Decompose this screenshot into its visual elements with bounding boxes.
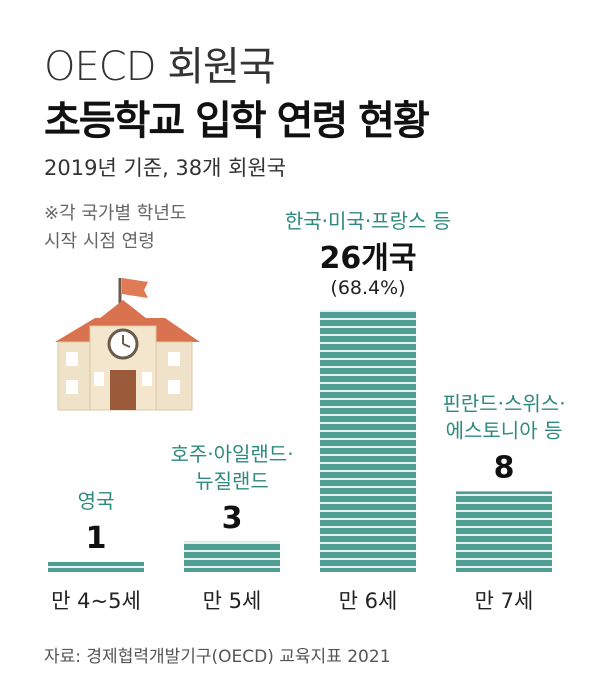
source-note: 자료: 경제협력개발기구(OECD) 교육지표 2021 (44, 647, 391, 667)
bar (456, 491, 552, 572)
note-line-1: ※각 국가별 학년도 (44, 203, 187, 224)
bar-percent-label: (68.4%) (330, 277, 405, 299)
x-tick-label: 만 6세 (339, 589, 398, 613)
bar-value-label: 3 (222, 501, 243, 536)
school-building-icon (55, 278, 200, 411)
bar-value-label: 1 (86, 521, 107, 556)
bar-country-label: 호주·아일랜드· (170, 442, 293, 466)
note-line-2: 시작 시점 연령 (44, 231, 155, 252)
x-tick-label: 만 4~5세 (51, 589, 141, 613)
subtitle: 2019년 기준, 38개 회원국 (44, 156, 287, 180)
x-tick-label: 만 5세 (203, 589, 262, 613)
note: ※각 국가별 학년도 시작 시점 연령 (44, 200, 264, 256)
bar-country-label: 핀란드·스위스· (442, 391, 565, 415)
bar-value-label: 26개국 (320, 241, 417, 276)
bar-country-label: 한국·미국·프랑스 등 (285, 209, 451, 233)
bar-value-label: 8 (494, 450, 515, 485)
bar (48, 561, 144, 572)
bar-country-label: 에스토니아 등 (446, 418, 563, 442)
title-line-1: OECD 회원국 (44, 44, 276, 90)
bar (320, 310, 416, 572)
title-line-2: 초등학교 입학 연령 현황 (44, 98, 430, 144)
x-tick-label: 만 7세 (475, 589, 534, 613)
bar (184, 541, 280, 572)
bar-country-label: 영국 (78, 489, 115, 513)
bar-country-label: 뉴질랜드 (195, 469, 269, 493)
